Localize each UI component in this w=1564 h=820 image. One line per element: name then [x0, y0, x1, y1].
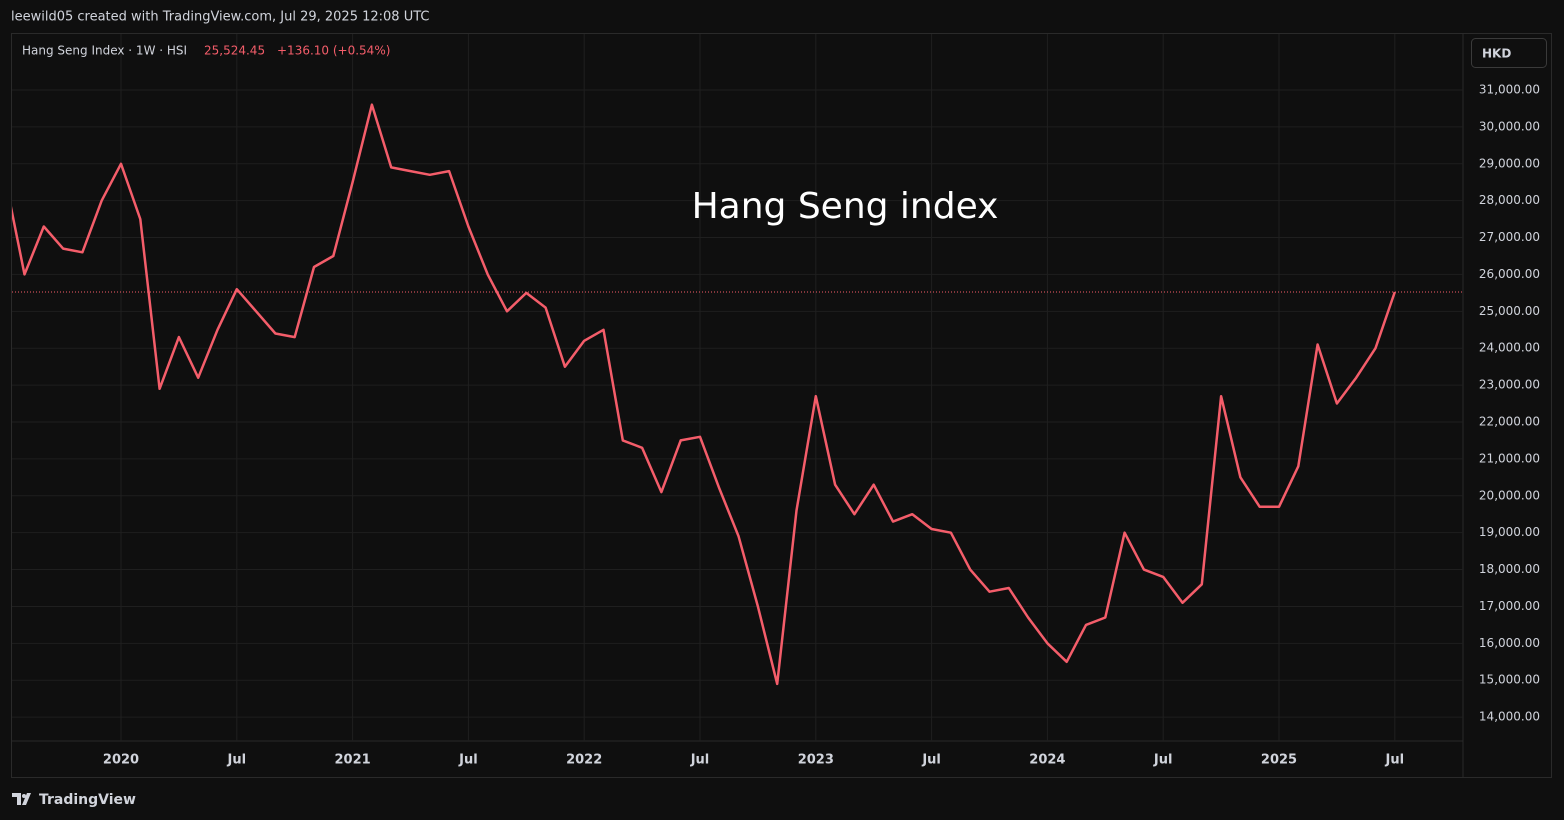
x-tick-label: Jul	[921, 753, 941, 768]
last-price: 25,524.45	[204, 44, 265, 58]
y-tick-label: 22,000.00	[1479, 414, 1540, 428]
x-tick-label: 2023	[798, 753, 834, 768]
chart-title: Hang Seng index	[692, 186, 999, 227]
symbol-legend: Hang Seng Index · 1W · HSI	[22, 44, 187, 58]
y-tick-label: 31,000.00	[1479, 82, 1540, 96]
currency: HKD	[1482, 47, 1511, 61]
y-tick-label: 18,000.00	[1479, 562, 1540, 576]
y-tick-label: 29,000.00	[1479, 156, 1540, 170]
x-tick-label: 2020	[103, 753, 139, 768]
y-tick-label: 14,000.00	[1479, 710, 1540, 724]
x-tick-label: Jul	[1385, 753, 1405, 768]
x-tick-label: 2025	[1261, 753, 1297, 768]
y-tick-label: 20,000.00	[1479, 488, 1540, 502]
y-tick-label: 28,000.00	[1479, 193, 1540, 207]
y-tick-label: 23,000.00	[1479, 378, 1540, 392]
x-tick-label: Jul	[227, 753, 247, 768]
tradingview-logo	[12, 793, 31, 805]
y-tick-label: 15,000.00	[1479, 673, 1540, 687]
y-tick-label: 27,000.00	[1479, 230, 1540, 244]
price-line	[12, 103, 1396, 686]
x-tick-label: 2022	[566, 753, 602, 768]
currency-button[interactable]	[1471, 38, 1547, 68]
y-tick-label: 16,000.00	[1479, 636, 1540, 650]
y-tick-label: 17,000.00	[1479, 599, 1540, 613]
y-tick-label: 26,000.00	[1479, 267, 1540, 281]
x-tick-label: 2024	[1029, 753, 1065, 768]
chart-frame	[11, 33, 1552, 778]
y-tick-label: 25,000.00	[1479, 304, 1540, 318]
x-tick-label: Jul	[458, 753, 478, 768]
footer-brand: TradingView	[39, 792, 136, 808]
price-change: +136.10 (+0.54%)	[277, 44, 390, 58]
x-tick-label: 2021	[335, 753, 371, 768]
x-tick-label: Jul	[1153, 753, 1173, 768]
y-tick-label: 24,000.00	[1479, 341, 1540, 355]
grid	[12, 34, 1463, 741]
attribution: leewild05 created with TradingView.com, …	[11, 10, 429, 25]
y-tick-label: 19,000.00	[1479, 525, 1540, 539]
y-tick-label: 30,000.00	[1479, 119, 1540, 133]
x-tick-label: Jul	[690, 753, 710, 768]
y-tick-label: 21,000.00	[1479, 451, 1540, 465]
plot-area	[12, 103, 1463, 686]
